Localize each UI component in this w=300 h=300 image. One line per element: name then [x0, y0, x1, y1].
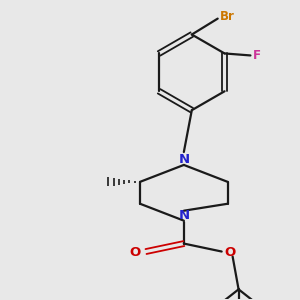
Text: O: O — [130, 246, 141, 259]
Text: F: F — [252, 49, 260, 62]
Text: O: O — [225, 246, 236, 259]
Text: N: N — [178, 209, 189, 222]
Text: Br: Br — [220, 10, 235, 23]
Text: N: N — [178, 154, 189, 166]
